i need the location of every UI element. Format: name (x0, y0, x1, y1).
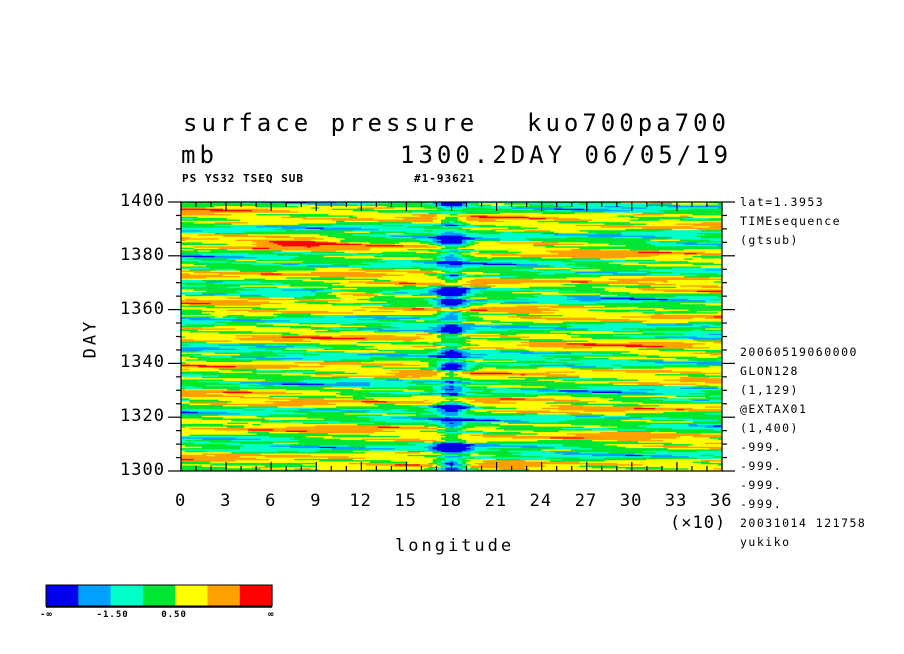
contour-field (181, 202, 723, 472)
